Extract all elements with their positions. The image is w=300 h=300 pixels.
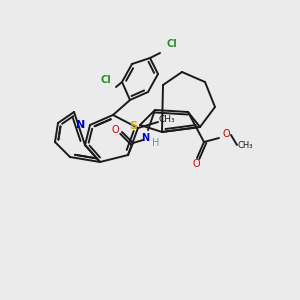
Text: Cl: Cl: [100, 75, 111, 85]
Text: S: S: [129, 121, 137, 131]
Text: CH₃: CH₃: [159, 116, 175, 124]
Text: O: O: [111, 125, 119, 135]
Text: O: O: [192, 159, 200, 169]
Text: H: H: [152, 138, 160, 148]
Text: N: N: [141, 133, 149, 143]
Text: N: N: [76, 120, 85, 130]
Text: CH₃: CH₃: [237, 140, 253, 149]
Text: Cl: Cl: [167, 39, 177, 49]
Text: O: O: [222, 129, 230, 139]
